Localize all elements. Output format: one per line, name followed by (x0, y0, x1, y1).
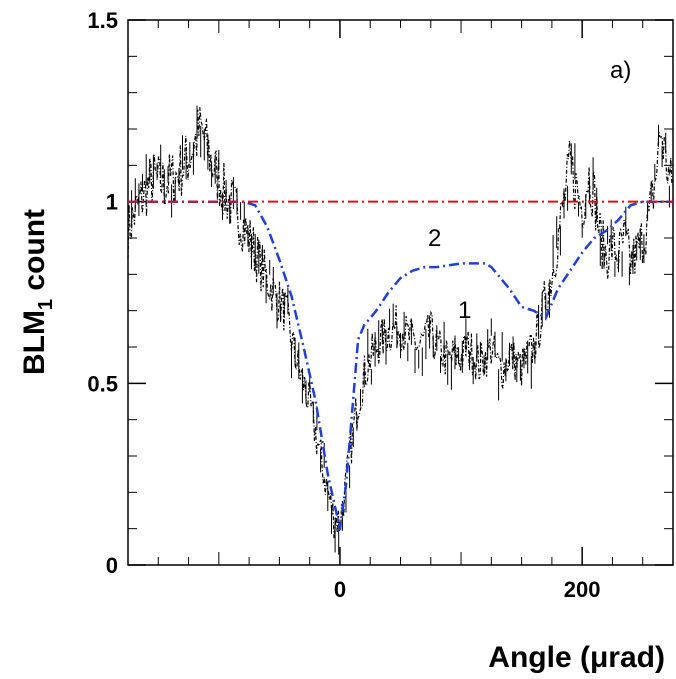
y-tick-label: 0.5 (87, 371, 118, 396)
x-axis-title: Angle (μrad) (488, 641, 665, 674)
y-axis-title: BLM1 count (18, 209, 57, 375)
series-curve-2-line (128, 200, 673, 530)
series-curve-1-line (127, 107, 673, 539)
y-axis-title-main: BLM (18, 310, 51, 375)
panel-label: a) (610, 57, 631, 84)
y-axis-title-subscript: 1 (35, 299, 57, 310)
series-curve-1-errorbars (127, 105, 674, 555)
annotation-curve-1: 1 (458, 297, 471, 324)
x-tick-label: 200 (564, 577, 601, 602)
y-tick-label: 0 (106, 553, 118, 578)
y-tick-label: 1.5 (87, 8, 118, 33)
annotation-curve-2: 2 (428, 225, 441, 252)
plot-frame (127, 19, 674, 566)
tick-group (128, 19, 674, 566)
x-tick-label: 0 (334, 577, 346, 602)
y-axis-title-tail: count (18, 209, 51, 299)
tick-label-group: 0 0.5 1 1.5 0 200 (87, 8, 600, 602)
series-group (127, 105, 674, 555)
y-tick-label: 1 (106, 190, 118, 215)
